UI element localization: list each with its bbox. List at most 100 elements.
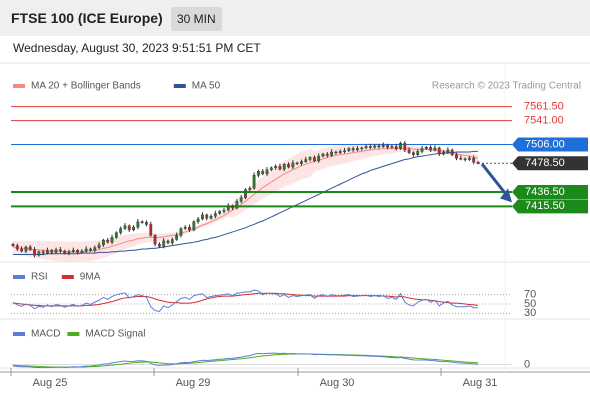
candle-body [407, 149, 411, 153]
macd-legend-swatch-1 [67, 332, 80, 336]
timestamp: Wednesday, August 30, 2023 9:51:51 PM CE… [13, 41, 261, 55]
candle-body [446, 149, 450, 153]
candle-body [472, 157, 476, 163]
candle-body [54, 249, 58, 253]
candle-body [140, 221, 144, 223]
candle-body [433, 147, 437, 151]
candle-body [476, 162, 480, 164]
candle-body [403, 142, 407, 151]
candle-body [136, 221, 140, 228]
interval-button[interactable]: 30 MIN [171, 7, 222, 31]
candle-body [334, 151, 338, 154]
candle-body [192, 221, 196, 231]
level-label-2: 7506.00 [525, 138, 565, 150]
candle-body [209, 216, 213, 219]
candle-body [368, 146, 372, 148]
candle-body [15, 245, 19, 250]
candle-body [360, 147, 364, 150]
candle-body [127, 225, 131, 231]
candle-body [377, 145, 381, 148]
candle-body [114, 232, 118, 238]
candle-body [218, 211, 222, 214]
level-label-0: 7561.50 [524, 100, 564, 112]
candle-body [287, 164, 290, 168]
x-tick-label-1: Aug 29 [176, 377, 211, 389]
candle-body [93, 247, 97, 251]
level-label-5: 7415.50 [525, 200, 565, 212]
candle-body [50, 250, 54, 253]
candle-body [213, 213, 217, 217]
candle-body [252, 175, 256, 189]
candle-body [459, 157, 463, 160]
candle-body [33, 249, 36, 256]
candle-body [24, 246, 28, 252]
candle-body [84, 248, 88, 252]
candle-body [205, 214, 209, 219]
candle-body [63, 250, 67, 254]
candle-body [11, 244, 15, 246]
candle-body [67, 251, 71, 254]
candle-body [196, 218, 200, 222]
level-label-1: 7541.00 [524, 114, 564, 126]
candle-body [420, 148, 424, 152]
candle-body [58, 249, 62, 252]
candle-body [325, 153, 329, 156]
candle-body [248, 188, 252, 190]
candle-body [291, 162, 295, 168]
candle-body [347, 148, 351, 151]
candle-body [235, 201, 239, 209]
candle-body [386, 144, 389, 148]
candle-body [455, 154, 458, 159]
candle-body [269, 167, 273, 170]
rsi-tick-2: 30 [524, 307, 536, 319]
level-tag-3 [512, 156, 588, 171]
macd-legend-swatch-0 [13, 332, 25, 336]
candle-body [188, 226, 191, 231]
bollinger-band [13, 142, 478, 262]
macd-legend-label-1: MACD Signal [85, 329, 145, 340]
candle-body [364, 146, 368, 149]
instrument-title: FTSE 100 (ICE Europe) [11, 10, 163, 26]
candle-body [381, 144, 385, 147]
x-tick-label-0: Aug 25 [33, 377, 68, 389]
candle-body [278, 166, 282, 170]
candle-body [145, 222, 148, 225]
watermark-text: Research © 2023 Trading Central [432, 81, 581, 92]
candle-body [110, 237, 114, 243]
candle-body [330, 151, 334, 156]
level-label-4: 7436.50 [525, 186, 565, 198]
candle-body [351, 148, 355, 151]
candle-body [317, 155, 321, 162]
candle-body [390, 146, 394, 148]
candle-body [437, 147, 441, 155]
candle-body [102, 239, 105, 246]
macd-legend-label-0: MACD [31, 329, 60, 340]
candle-body [231, 205, 234, 209]
candle-body [166, 240, 170, 244]
price-legend-label-1: MA 50 [192, 81, 221, 92]
candle-body [300, 161, 303, 164]
candle-body [170, 239, 174, 244]
candle-body [399, 142, 402, 149]
ma50-line [13, 150, 478, 255]
candle-body [149, 224, 153, 236]
candle-body [343, 150, 346, 152]
candle-body [338, 151, 342, 153]
level-label-3: 7478.50 [525, 157, 565, 169]
projection-arrow-head [500, 188, 512, 203]
candle-body [28, 246, 32, 250]
candle-body [429, 147, 433, 151]
candle-body [450, 149, 454, 155]
candle-body [153, 235, 157, 245]
candle-body [20, 248, 24, 252]
candle-body [41, 251, 45, 254]
rsi-legend-label-0: RSI [31, 272, 48, 283]
candle-body [106, 239, 110, 243]
candle-body [80, 250, 84, 253]
candle-body [37, 251, 41, 256]
candle-body [226, 205, 230, 211]
candle-body [119, 228, 123, 233]
candle-body [244, 189, 247, 198]
price-legend-swatch-1 [173, 84, 186, 88]
